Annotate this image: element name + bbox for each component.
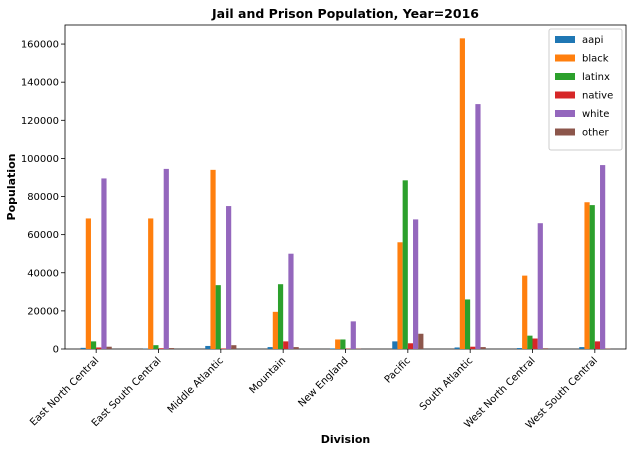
x-tick-label: New England <box>296 355 350 409</box>
legend-swatch-white <box>555 110 575 117</box>
bar-other <box>293 347 299 349</box>
bar-latinx <box>277 284 284 349</box>
bar-latinx <box>153 345 159 349</box>
bar-other <box>106 346 112 349</box>
bar-other <box>605 348 611 349</box>
y-tick-label: 140000 <box>21 78 59 89</box>
bar-black <box>584 202 590 349</box>
bar-white <box>537 223 543 349</box>
legend-label-white: white <box>582 109 609 120</box>
bar-aapi <box>329 348 336 349</box>
bar-other <box>480 347 486 349</box>
y-tick-label: 20000 <box>27 306 59 317</box>
bar-aapi <box>392 341 398 349</box>
bar-black <box>85 218 91 349</box>
bar-latinx <box>402 180 408 349</box>
legend-swatch-black <box>555 54 575 62</box>
bar-black <box>397 242 403 349</box>
bar-white <box>600 165 606 349</box>
bar-white <box>101 178 107 349</box>
legend-label-native: native <box>582 91 613 102</box>
bar-other <box>355 348 362 349</box>
bar-native <box>96 347 102 349</box>
y-tick-label: 60000 <box>27 230 59 241</box>
bar-native <box>532 338 538 349</box>
legend-label-aapi: aapi <box>582 35 603 46</box>
bar-black <box>272 311 278 349</box>
bar-white <box>288 253 294 349</box>
bar-white <box>475 104 481 349</box>
bar-latinx <box>215 285 221 349</box>
x-tick-label: West North Central <box>462 355 537 430</box>
bar-latinx <box>464 299 471 349</box>
x-tick-label: South Atlantic <box>418 355 475 412</box>
y-axis-title: Population <box>5 154 18 221</box>
x-tick-label: Middle Atlantic <box>166 355 226 415</box>
bar-white <box>350 321 356 349</box>
bar-aapi <box>454 347 460 349</box>
bar-other <box>231 345 237 349</box>
x-tick-label: Pacific <box>383 355 413 385</box>
bar-black <box>459 38 465 349</box>
bar-other <box>542 348 549 349</box>
legend: aapi black latinx native white other <box>548 28 623 151</box>
legend-swatch-latinx <box>555 73 575 80</box>
bar-native <box>594 341 601 349</box>
bar-black <box>335 339 341 349</box>
bar-black <box>148 218 154 349</box>
bar-white <box>413 219 419 349</box>
bar-aapi <box>205 345 211 349</box>
bar-white <box>226 206 232 349</box>
bar-other <box>418 333 424 349</box>
bar-aapi <box>516 348 523 349</box>
bar-native <box>158 348 164 349</box>
x-tick-label: West South Central <box>524 355 600 431</box>
bar-native <box>283 341 289 349</box>
bar-latinx <box>340 339 346 349</box>
bar-black <box>522 275 528 349</box>
bar-native <box>220 348 227 349</box>
legend-swatch-native <box>555 91 575 99</box>
bars <box>80 38 611 349</box>
legend-swatch-other <box>555 128 575 136</box>
bar-latinx <box>90 341 97 349</box>
y-tick-label: 0 <box>53 345 59 356</box>
y-tick-label: 40000 <box>27 268 59 279</box>
y-axis-ticks: 0 20000 40000 60000 80000 100000 120000 140000 1… <box>21 40 65 356</box>
legend-label-other: other <box>582 128 610 139</box>
x-tick-label: East North Central <box>28 355 101 428</box>
legend-label-black: black <box>582 54 609 65</box>
legend-swatch-aapi <box>555 36 575 43</box>
x-axis-title: Division <box>321 433 371 446</box>
x-tick-label: East South Central <box>90 355 164 429</box>
bar-aapi <box>80 347 86 349</box>
bar-latinx <box>527 335 533 349</box>
legend-label-latinx: latinx <box>582 72 610 83</box>
bar-latinx <box>589 205 595 349</box>
bar-native <box>407 343 414 349</box>
y-tick-label: 100000 <box>21 154 59 165</box>
bar-other <box>168 348 175 349</box>
bar-aapi <box>579 347 585 349</box>
bar-white <box>163 168 169 349</box>
bar-native <box>470 346 476 349</box>
y-tick-label: 80000 <box>27 192 59 203</box>
y-tick-label: 120000 <box>21 116 59 127</box>
y-tick-label: 160000 <box>21 40 59 51</box>
chart-title: Jail and Prison Population, Year=2016 <box>211 6 479 21</box>
x-tick-label: Mountain <box>248 355 289 396</box>
bar-aapi <box>267 347 273 349</box>
bar-black <box>210 169 216 349</box>
